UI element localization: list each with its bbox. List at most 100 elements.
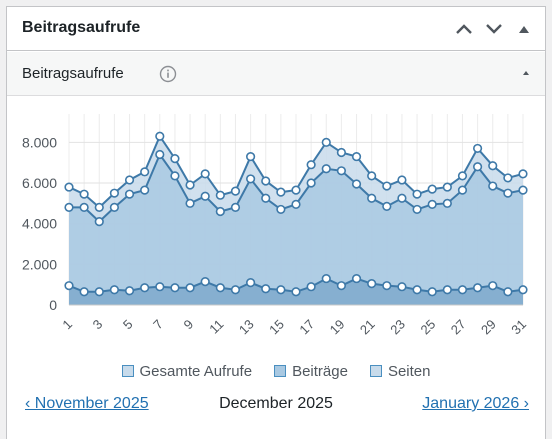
data-point-total bbox=[457, 171, 468, 181]
data-point-total bbox=[261, 176, 271, 186]
y-tick-label: 6.000 bbox=[22, 175, 57, 191]
data-point-total bbox=[306, 160, 316, 170]
legend-item-pages[interactable]: Seiten bbox=[369, 360, 431, 382]
triangle-up-icon bbox=[519, 26, 529, 33]
data-point-total bbox=[94, 202, 104, 212]
data-point-posts bbox=[427, 199, 437, 209]
data-point-posts bbox=[518, 185, 528, 195]
data-point-total bbox=[336, 147, 347, 158]
data-point-pages bbox=[442, 285, 452, 295]
data-point-pages bbox=[412, 285, 422, 295]
panel-subheader: Beitragsaufrufe bbox=[7, 52, 545, 96]
widget-header: Beitragsaufrufe bbox=[7, 7, 545, 51]
y-tick-label: 2.000 bbox=[22, 256, 57, 272]
data-point-pages bbox=[261, 284, 271, 294]
data-point-total bbox=[442, 182, 452, 192]
y-tick-label: 0 bbox=[49, 297, 57, 313]
legend-swatch-posts bbox=[274, 365, 287, 377]
next-month-link[interactable]: January 2026 › bbox=[422, 395, 529, 412]
legend-label-pages: Seiten bbox=[387, 362, 431, 380]
legend-label-posts: Beiträge bbox=[292, 362, 348, 380]
data-point-posts bbox=[215, 206, 225, 217]
data-point-pages bbox=[457, 285, 468, 295]
data-point-pages bbox=[215, 283, 225, 293]
x-tick-label: 17 bbox=[296, 317, 317, 338]
x-tick-label: 29 bbox=[478, 317, 499, 338]
data-point-pages bbox=[276, 285, 286, 295]
data-point-posts bbox=[140, 185, 150, 195]
data-point-pages bbox=[140, 283, 150, 293]
data-point-posts bbox=[230, 202, 241, 212]
chevron-down-icon bbox=[486, 24, 502, 34]
data-point-posts bbox=[442, 198, 452, 208]
collapse-triangle-icon[interactable] bbox=[521, 68, 531, 78]
legend-item-posts[interactable]: Beiträge bbox=[274, 360, 348, 382]
widget-title: Beitragsaufrufe bbox=[22, 19, 141, 36]
data-point-total bbox=[488, 161, 498, 171]
x-tick-label: 25 bbox=[417, 317, 438, 338]
data-point-pages bbox=[94, 287, 104, 297]
data-point-pages bbox=[200, 277, 210, 287]
data-point-total bbox=[367, 171, 377, 181]
previous-month-link[interactable]: ‹ November 2025 bbox=[25, 395, 149, 412]
x-tick-label: 7 bbox=[150, 317, 166, 333]
data-point-total bbox=[397, 175, 407, 185]
data-point-pages bbox=[230, 285, 241, 295]
data-point-posts bbox=[185, 198, 195, 208]
post-views-widget: Beitragsaufrufe Beitragsaufrufe bbox=[6, 6, 546, 439]
data-point-posts bbox=[124, 189, 135, 199]
data-point-posts bbox=[291, 199, 301, 209]
data-point-posts bbox=[261, 193, 271, 203]
data-point-total bbox=[230, 186, 241, 196]
data-point-total bbox=[246, 151, 256, 162]
move-down-button[interactable] bbox=[479, 15, 509, 43]
data-point-posts bbox=[397, 193, 407, 203]
data-point-posts bbox=[457, 185, 468, 195]
data-point-pages bbox=[488, 281, 498, 291]
data-point-posts bbox=[351, 179, 362, 189]
y-tick-label: 8.000 bbox=[22, 134, 57, 150]
toggle-panel-button[interactable] bbox=[509, 15, 539, 43]
x-tick-label: 11 bbox=[206, 317, 226, 337]
data-point-posts bbox=[94, 217, 104, 227]
data-point-total bbox=[140, 167, 150, 177]
legend-swatch-total bbox=[121, 365, 134, 377]
chart-legend: Gesamte Aufrufe Beiträge Seiten bbox=[7, 360, 545, 382]
data-point-pages bbox=[124, 286, 135, 296]
legend-label-total: Gesamte Aufrufe bbox=[139, 362, 253, 380]
data-point-pages bbox=[155, 282, 165, 292]
data-point-pages bbox=[473, 283, 483, 293]
info-icon[interactable] bbox=[159, 65, 177, 83]
post-views-chart: 0 2.000 4.000 6.000 8.000 1 3 5 7 9 11 13 15 17 19 21 23… bbox=[7, 97, 545, 357]
data-point-pages bbox=[397, 282, 407, 292]
data-point-pages bbox=[321, 273, 331, 284]
data-point-total bbox=[124, 175, 135, 185]
data-point-total bbox=[351, 151, 362, 162]
data-point-pages bbox=[351, 273, 362, 284]
data-point-posts bbox=[170, 171, 180, 181]
x-tick-label: 31 bbox=[508, 317, 529, 338]
x-tick-label: 15 bbox=[266, 317, 287, 338]
data-point-posts bbox=[276, 204, 286, 215]
data-point-pages bbox=[306, 282, 316, 292]
widget-controls bbox=[449, 15, 539, 43]
data-point-pages bbox=[336, 281, 347, 291]
data-point-posts bbox=[367, 193, 377, 203]
data-point-total bbox=[321, 137, 331, 147]
data-point-total bbox=[382, 181, 392, 191]
y-tick-label: 4.000 bbox=[22, 216, 57, 232]
data-point-pages bbox=[503, 287, 513, 297]
x-tick-label: 27 bbox=[448, 317, 469, 338]
data-point-total bbox=[503, 173, 513, 183]
data-point-posts bbox=[246, 174, 256, 184]
data-point-posts bbox=[412, 204, 422, 215]
move-up-button[interactable] bbox=[449, 15, 479, 43]
data-point-pages bbox=[427, 287, 437, 297]
data-point-pages bbox=[367, 279, 377, 289]
legend-item-total[interactable]: Gesamte Aufrufe bbox=[121, 360, 253, 382]
data-point-total bbox=[200, 169, 210, 179]
data-point-posts bbox=[382, 201, 392, 211]
data-point-total bbox=[185, 180, 195, 190]
data-point-total bbox=[155, 131, 165, 141]
data-point-total bbox=[276, 187, 286, 197]
